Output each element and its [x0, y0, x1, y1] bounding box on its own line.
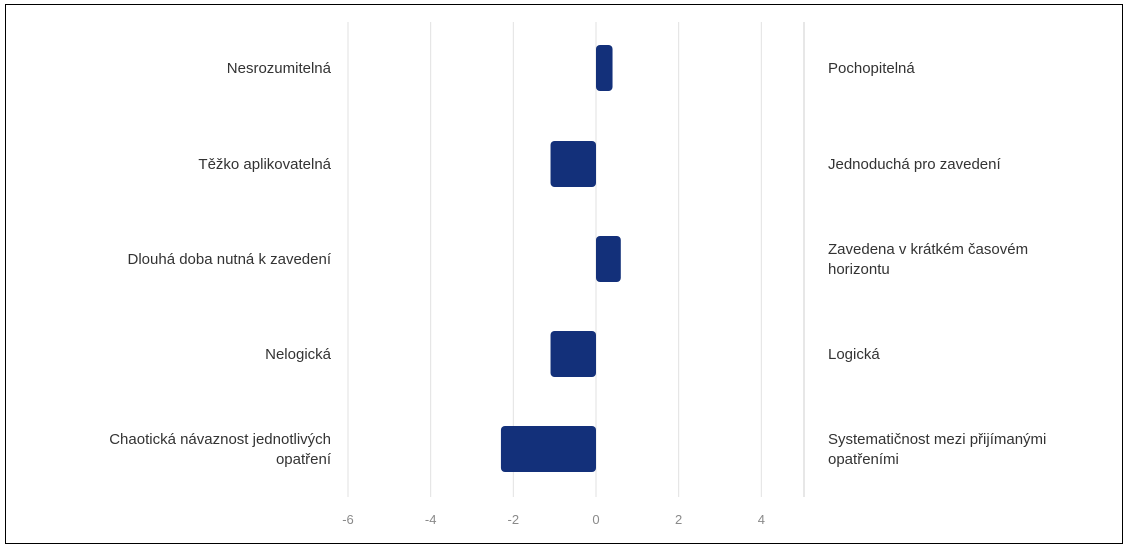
left-label-2: Dlouhá doba nutná k zavedení	[128, 251, 332, 268]
left-label-2-line-0: Dlouhá doba nutná k zavedení	[128, 251, 332, 268]
right-label-3-line-0: Logická	[828, 346, 880, 363]
right-label-1: Jednoduchá pro zavedení	[828, 156, 1001, 173]
bar-3	[550, 331, 596, 377]
bar-rect-2	[596, 236, 621, 282]
left-label-1-line-0: Těžko aplikovatelná	[198, 156, 331, 173]
left-label-3-line-0: Nelogická	[265, 346, 332, 363]
right-label-2: Zavedena v krátkém časovém horizontu	[828, 241, 1028, 278]
right-label-4-line-0: Systematičnost mezi přijímanými	[828, 431, 1046, 448]
tick-label-1: -4	[425, 512, 437, 527]
right-label-0: Pochopitelná	[828, 60, 915, 77]
tick-label-4: 2	[675, 512, 682, 527]
right-label-1-line-0: Jednoduchá pro zavedení	[828, 156, 1001, 173]
tick-label-5: 4	[758, 512, 765, 527]
right-label-4-line-1: opatřeními	[828, 451, 899, 468]
tick-label-3: 0	[592, 512, 599, 527]
right-label-3: Logická	[828, 346, 880, 363]
bar-2	[596, 236, 621, 282]
bar-rect-1	[550, 141, 596, 187]
left-label-3: Nelogická	[265, 346, 332, 363]
left-label-0-line-0: Nesrozumitelná	[227, 60, 332, 77]
bar-4	[500, 426, 596, 472]
bar-rect-4	[500, 426, 596, 472]
right-label-4: Systematičnost mezi přijímanými opatřením…	[828, 431, 1046, 468]
left-label-4-line-0: Chaotická návaznost jednotlivých	[109, 431, 331, 448]
right-label-2-line-1: horizontu	[828, 261, 890, 278]
bar-rect-3	[550, 331, 596, 377]
right-label-0-line-0: Pochopitelná	[828, 60, 915, 77]
tick-label-2: -2	[508, 512, 520, 527]
right-label-2-line-0: Zavedena v krátkém časovém	[828, 241, 1028, 258]
left-label-4-line-1: opatření	[276, 451, 332, 468]
left-label-4: Chaotická návaznost jednotlivých opatření	[109, 431, 332, 468]
left-label-0: Nesrozumitelná	[227, 60, 332, 77]
bar-1	[550, 141, 596, 187]
left-label-1: Těžko aplikovatelná	[198, 156, 331, 173]
bar-rect-0	[596, 45, 613, 91]
bar-0	[596, 45, 613, 91]
tick-label-0: -6	[342, 512, 354, 527]
